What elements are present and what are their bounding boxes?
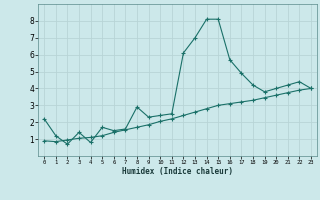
X-axis label: Humidex (Indice chaleur): Humidex (Indice chaleur) [122, 167, 233, 176]
